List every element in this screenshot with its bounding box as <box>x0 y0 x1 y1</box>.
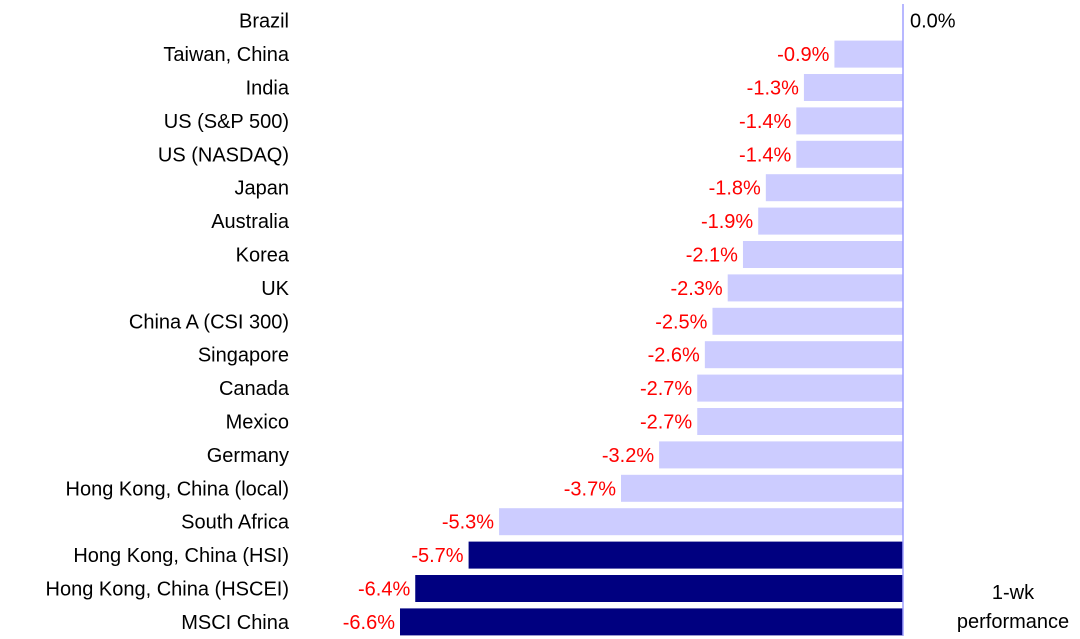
bar <box>742 241 903 268</box>
value-label: -2.7% <box>640 378 692 400</box>
bar <box>834 40 903 68</box>
category-label: Hong Kong, China (HSCEI) <box>46 579 289 601</box>
value-label: -2.1% <box>686 245 738 267</box>
category-label: Canada <box>219 378 290 400</box>
bar <box>727 274 903 302</box>
annotation-line-2: performance <box>957 611 1069 633</box>
value-label: -3.2% <box>602 445 654 467</box>
category-label: Korea <box>236 245 290 267</box>
category-label: Singapore <box>198 345 289 367</box>
bar <box>415 575 903 602</box>
category-label: Germany <box>207 445 289 467</box>
bar <box>468 541 903 569</box>
bar <box>400 608 903 636</box>
value-label: -5.3% <box>442 512 494 534</box>
bar <box>704 341 903 369</box>
value-label: -2.5% <box>655 311 707 333</box>
category-labels-group: Brazil Taiwan, China India US (S&P 500) US (… <box>46 11 290 634</box>
bar <box>712 307 903 335</box>
category-label: India <box>246 78 290 100</box>
value-label: -1.8% <box>709 178 761 200</box>
bar <box>765 174 903 202</box>
category-label: Brazil <box>239 11 289 33</box>
category-label: US (NASDAQ) <box>158 144 289 166</box>
bar <box>659 441 903 469</box>
category-label: Hong Kong, China (HSI) <box>73 545 289 567</box>
category-label: China A (CSI 300) <box>129 311 289 333</box>
value-label: -5.7% <box>411 545 463 567</box>
category-label: Mexico <box>226 412 289 434</box>
value-label: -2.3% <box>670 278 722 300</box>
bar <box>697 408 903 435</box>
bars-group <box>400 40 903 636</box>
bar <box>803 74 903 101</box>
bar <box>621 474 903 502</box>
value-label: -1.9% <box>701 211 753 233</box>
category-label: Australia <box>211 211 290 233</box>
value-label: -6.4% <box>358 579 410 601</box>
bar <box>499 508 903 536</box>
category-label: Taiwan, China <box>163 44 290 66</box>
value-label: 0.0% <box>910 11 956 33</box>
value-label: -6.6% <box>343 612 395 634</box>
category-label: Hong Kong, China (local) <box>66 478 289 500</box>
value-label: -0.9% <box>777 44 829 66</box>
value-labels-group: 0.0% -0.9% -1.3% -1.4% -1.4% -1.8% -1.9% -2.1% -… <box>343 11 956 634</box>
value-label: -2.6% <box>648 345 700 367</box>
bar <box>758 207 903 235</box>
category-label: South Africa <box>181 512 290 534</box>
bar <box>796 107 903 135</box>
bar <box>796 140 903 168</box>
value-label: -3.7% <box>564 478 616 500</box>
value-label: -1.4% <box>739 111 791 133</box>
value-label: -1.3% <box>747 78 799 100</box>
category-label: MSCI China <box>181 612 290 634</box>
category-label: US (S&P 500) <box>164 111 289 133</box>
value-label: -1.4% <box>739 144 791 166</box>
category-label: UK <box>261 278 289 300</box>
annotation-line-1: 1-wk <box>992 582 1035 604</box>
value-label: -2.7% <box>640 412 692 434</box>
bar <box>697 374 903 402</box>
category-label: Japan <box>235 178 290 200</box>
